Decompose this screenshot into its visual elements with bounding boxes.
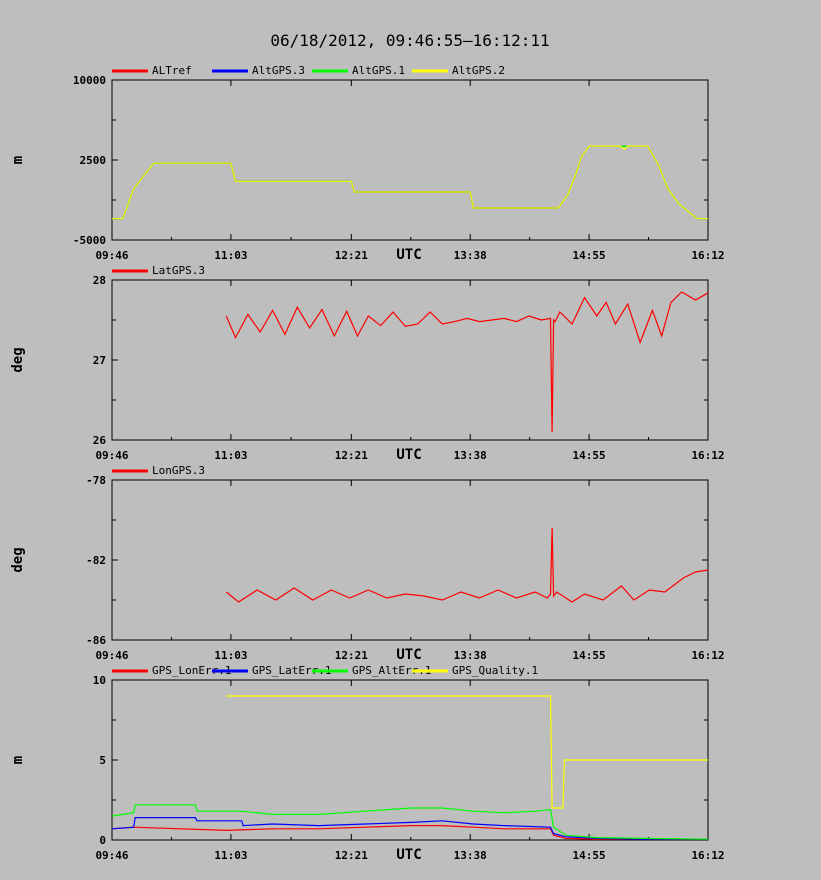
chart-panel-3: 09:46 11:03 12:21 13:38 14:55 16:12 -78 -82 -86 d… bbox=[10, 464, 725, 663]
x-tick-label: 14:55 bbox=[573, 249, 606, 262]
y-tick-label: 10000 bbox=[73, 74, 106, 87]
legend-label: GPS_LonErr.1 bbox=[152, 664, 231, 677]
x-tick-label: 09:46 bbox=[95, 849, 128, 862]
chart-panel-1: 09:46 11:03 12:21 13:38 14:55 16:12 10000 2500 -… bbox=[10, 64, 725, 263]
plot-frame bbox=[111, 79, 709, 241]
series-line-ALTref bbox=[112, 145, 708, 220]
plot-frame bbox=[111, 279, 709, 441]
x-tick-label: 09:46 bbox=[95, 449, 128, 462]
y-axis-label: deg bbox=[10, 347, 26, 372]
x-axis-label: UTC bbox=[396, 847, 421, 863]
x-axis-label: UTC bbox=[396, 647, 421, 663]
legend-label: GPS_Quality.1 bbox=[452, 664, 538, 677]
x-tick-label: 13:38 bbox=[454, 849, 487, 862]
x-tick-label: 13:38 bbox=[454, 249, 487, 262]
x-axis-label: UTC bbox=[396, 447, 421, 463]
y-tick-label: 5 bbox=[99, 754, 106, 767]
series-line-AltGPS.3 bbox=[112, 145, 708, 220]
y-axis-label: m bbox=[10, 756, 26, 764]
chart-panel-4: 09:46 11:03 12:21 13:38 14:55 16:12 10 5 0 m UTC GP… bbox=[10, 664, 725, 863]
series-line-LatGPS.3 bbox=[225, 291, 709, 433]
y-tick-label: 10 bbox=[93, 674, 106, 687]
legend-label: GPS_LatErr.1 bbox=[252, 664, 331, 677]
y-tick-label: -82 bbox=[86, 554, 106, 567]
legend-label: LatGPS.3 bbox=[152, 264, 205, 277]
y-tick-label: -86 bbox=[86, 634, 106, 647]
legend-label: GPS_AltErr.1 bbox=[352, 664, 431, 677]
series-line-LonGPS.3 bbox=[225, 527, 709, 603]
x-tick-label: 12:21 bbox=[335, 649, 368, 662]
x-tick-label: 16:12 bbox=[691, 249, 724, 262]
y-tick-label: 2500 bbox=[80, 154, 107, 167]
y-tick-label: 0 bbox=[99, 834, 106, 847]
x-tick-label: 12:21 bbox=[335, 849, 368, 862]
y-axis-label: m bbox=[10, 156, 26, 164]
x-tick-label: 11:03 bbox=[214, 649, 247, 662]
series-line-GPS_AltErr.1 bbox=[111, 804, 709, 840]
x-tick-label: 11:03 bbox=[214, 849, 247, 862]
y-tick-label: 28 bbox=[93, 274, 106, 287]
legend-label: ALTref bbox=[152, 64, 192, 77]
x-tick-label: 13:38 bbox=[454, 649, 487, 662]
series-line-AltGPS.1 bbox=[112, 145, 708, 220]
y-tick-label: 26 bbox=[93, 434, 107, 447]
x-tick-label: 12:21 bbox=[335, 449, 368, 462]
x-tick-label: 16:12 bbox=[691, 649, 724, 662]
legend-label: LonGPS.3 bbox=[152, 464, 205, 477]
x-tick-label: 14:55 bbox=[573, 449, 606, 462]
y-tick-label: -5000 bbox=[73, 234, 106, 247]
series-line-GPS_LatErr.1 bbox=[111, 816, 708, 840]
y-tick-label: 27 bbox=[93, 354, 106, 367]
chart-panels: 09:46 11:03 12:21 13:38 14:55 16:12 10000 2500 -… bbox=[10, 64, 725, 863]
figure-title: 06/18/2012, 09:46:55–16:12:11 bbox=[270, 31, 549, 50]
x-tick-label: 12:21 bbox=[335, 249, 368, 262]
x-tick-label: 14:55 bbox=[573, 849, 606, 862]
x-tick-label: 13:38 bbox=[454, 449, 487, 462]
x-tick-label: 09:46 bbox=[95, 649, 128, 662]
x-tick-label: 16:12 bbox=[691, 849, 724, 862]
x-tick-label: 16:12 bbox=[691, 449, 724, 462]
legend-label: AltGPS.1 bbox=[352, 64, 405, 77]
x-tick-label: 11:03 bbox=[214, 449, 247, 462]
legend-label: AltGPS.2 bbox=[452, 64, 505, 77]
x-tick-label: 11:03 bbox=[214, 249, 247, 262]
x-tick-label: 14:55 bbox=[573, 649, 606, 662]
series-line-AltGPS.2 bbox=[112, 145, 708, 220]
chart-panel-2: 09:46 11:03 12:21 13:38 14:55 16:12 28 27 26 deg U… bbox=[10, 264, 725, 463]
x-tick-label: 09:46 bbox=[95, 249, 128, 262]
series-line-GPS_LonErr.1 bbox=[111, 824, 708, 840]
x-axis-label: UTC bbox=[396, 247, 421, 263]
legend-label: AltGPS.3 bbox=[252, 64, 305, 77]
series-line-GPS_Quality.1 bbox=[226, 695, 708, 809]
y-tick-label: -78 bbox=[86, 474, 106, 487]
plot-frame bbox=[111, 479, 709, 641]
y-axis-label: deg bbox=[10, 547, 26, 572]
